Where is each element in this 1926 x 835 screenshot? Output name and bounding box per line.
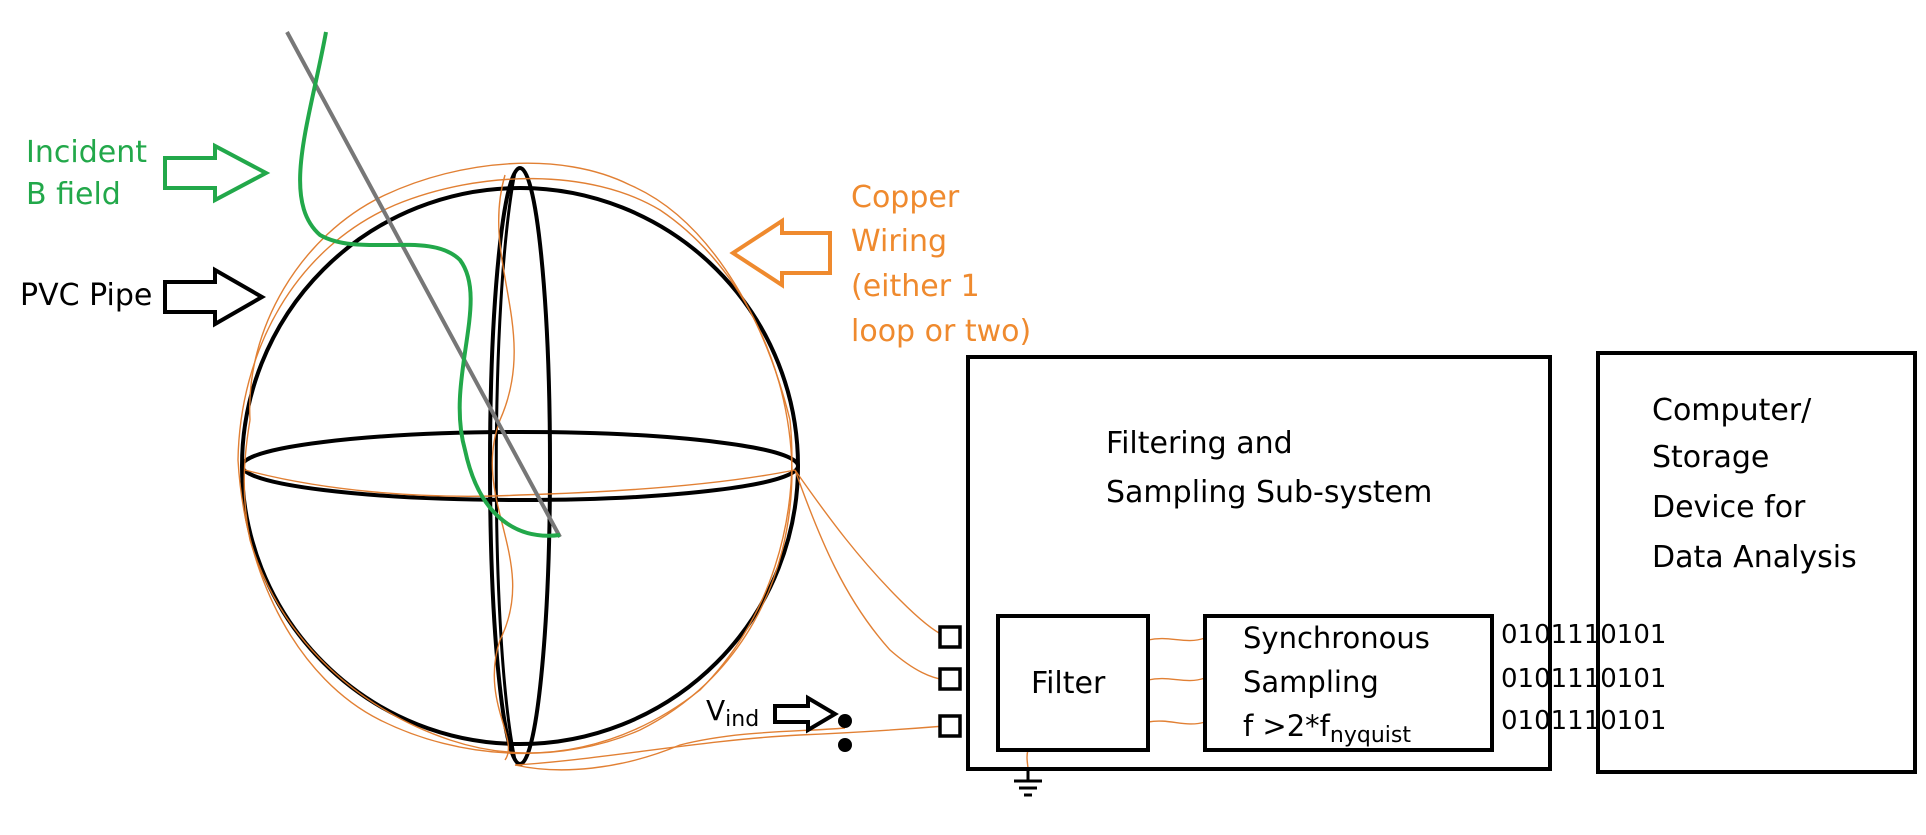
bitstream-3: 0101110101	[1501, 706, 1667, 736]
computer-label-line2: Storage	[1652, 440, 1770, 475]
copper-filter-out-3	[1147, 720, 1206, 725]
vind-terminal-top	[838, 714, 852, 728]
incident-wave	[298, 31, 561, 538]
subsystem-title-line2: Sampling Sub-system	[1106, 475, 1433, 510]
incident-label-line1: Incident	[26, 135, 147, 170]
copper-lead-1	[794, 469, 946, 637]
input-port-1	[938, 625, 962, 649]
sampling-freq-sub: nyquist	[1329, 723, 1411, 748]
copper-filter-out-2	[1147, 677, 1206, 682]
copper-loop-outer	[243, 162, 793, 754]
bitstream-1: 0101110101	[1501, 620, 1667, 650]
copper-label-line1: Copper	[851, 180, 960, 215]
computer-box	[1596, 351, 1917, 774]
copper-arrow	[729, 217, 832, 289]
copper-label-line2: Wiring	[851, 224, 948, 259]
subsystem-title-line1: Filtering and	[1106, 426, 1293, 461]
arrows	[163, 142, 839, 734]
filter-box	[996, 614, 1150, 752]
sampling-label-line3: f >2*fnyquist	[1243, 706, 1411, 756]
copper-loop-outer-2	[237, 177, 793, 755]
copper-filter-out-1	[1147, 637, 1206, 642]
sphere-equator	[240, 430, 800, 502]
pvc-arrow	[163, 266, 267, 328]
incident-label-line2: B field	[26, 177, 121, 212]
copper-lead-4	[514, 725, 946, 766]
vind-label: Vind	[706, 694, 759, 737]
vind-label-sub: ind	[725, 707, 760, 732]
sampling-freq-main: f >2*f	[1243, 709, 1330, 743]
bitstream-2: 0101110101	[1501, 664, 1667, 694]
copper-loop-equator	[244, 469, 796, 497]
subsystem-box	[966, 355, 1552, 771]
copper-lead-2	[794, 469, 946, 681]
vind-arrow	[773, 694, 839, 734]
copper-label-line4: loop or two)	[851, 314, 1032, 349]
vind-terminal-bottom	[838, 738, 852, 752]
computer-label-line3: Device for	[1652, 490, 1806, 525]
sphere-meridian-inner	[494, 171, 517, 761]
vind-label-main: V	[706, 694, 726, 727]
input-port-2	[938, 667, 962, 691]
input-port-3	[938, 714, 962, 738]
copper-wiring	[237, 162, 1206, 779]
sampling-box	[1203, 614, 1494, 752]
incident-arrow	[163, 142, 271, 204]
copper-loop-meridian	[491, 174, 515, 761]
sampling-label-line2: Sampling	[1243, 665, 1379, 699]
pvc-pipe-axis	[285, 31, 562, 538]
sphere-frame	[240, 166, 800, 766]
filter-label: Filter	[1031, 666, 1106, 701]
pvc-pipe-label: PVC Pipe	[20, 278, 153, 313]
ground-icon	[1014, 768, 1042, 797]
copper-label-line3: (either 1	[851, 269, 980, 304]
computer-label-line1: Computer/	[1652, 393, 1812, 428]
copper-lead-3	[514, 727, 846, 771]
sampling-label-line1: Synchronous	[1243, 621, 1430, 655]
computer-label-line4: Data Analysis	[1652, 540, 1857, 575]
